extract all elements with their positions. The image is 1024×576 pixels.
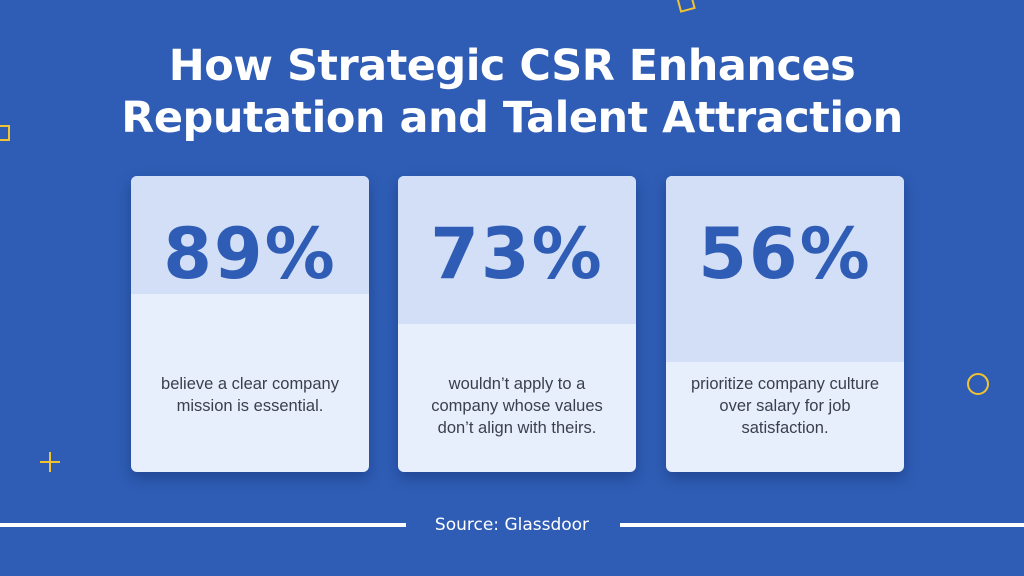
title-line-1: How Strategic CSR Enhances: [168, 41, 856, 91]
stat-description-line: satisfaction.: [741, 419, 829, 437]
square-outline-icon: [676, 0, 696, 13]
footer-divider-left: [0, 523, 406, 527]
stat-card-header: [131, 176, 369, 294]
stat-description: prioritize company culture over salary f…: [676, 373, 894, 439]
stat-value: 56%: [698, 213, 872, 295]
square-outline-icon: [0, 125, 10, 141]
source-label: Source: Glassdoor: [434, 515, 590, 535]
stat-card-header: [398, 176, 636, 324]
circle-outline-icon: [967, 373, 989, 395]
title-line-2: Reputation and Talent Attraction: [121, 93, 903, 143]
stat-value: 89%: [163, 213, 337, 295]
stat-description: believe a clear company mission is essen…: [141, 373, 359, 417]
stat-value: 73%: [430, 213, 604, 295]
stat-description-line: company whose values: [431, 397, 603, 415]
page-title: How Strategic CSR Enhances Reputation an…: [0, 40, 1024, 144]
stat-description-line: don’t align with theirs.: [437, 419, 597, 437]
stat-card-1: 89% believe a clear company mission is e…: [131, 176, 369, 472]
stat-card-header: [666, 176, 904, 362]
stat-description-line: prioritize company culture: [691, 375, 879, 393]
footer-divider-right: [620, 523, 1024, 527]
stat-description-line: mission is essential.: [176, 397, 324, 415]
plus-icon: [40, 452, 60, 472]
stat-card-3: 56% prioritize company culture over sala…: [666, 176, 904, 472]
stat-description-line: believe a clear company: [161, 375, 339, 393]
stat-description-line: wouldn’t apply to a: [448, 375, 586, 393]
stat-description-line: over salary for job: [719, 397, 851, 415]
stat-card-2: 73% wouldn’t apply to a company whose va…: [398, 176, 636, 472]
stat-description: wouldn’t apply to a company whose values…: [408, 373, 626, 439]
